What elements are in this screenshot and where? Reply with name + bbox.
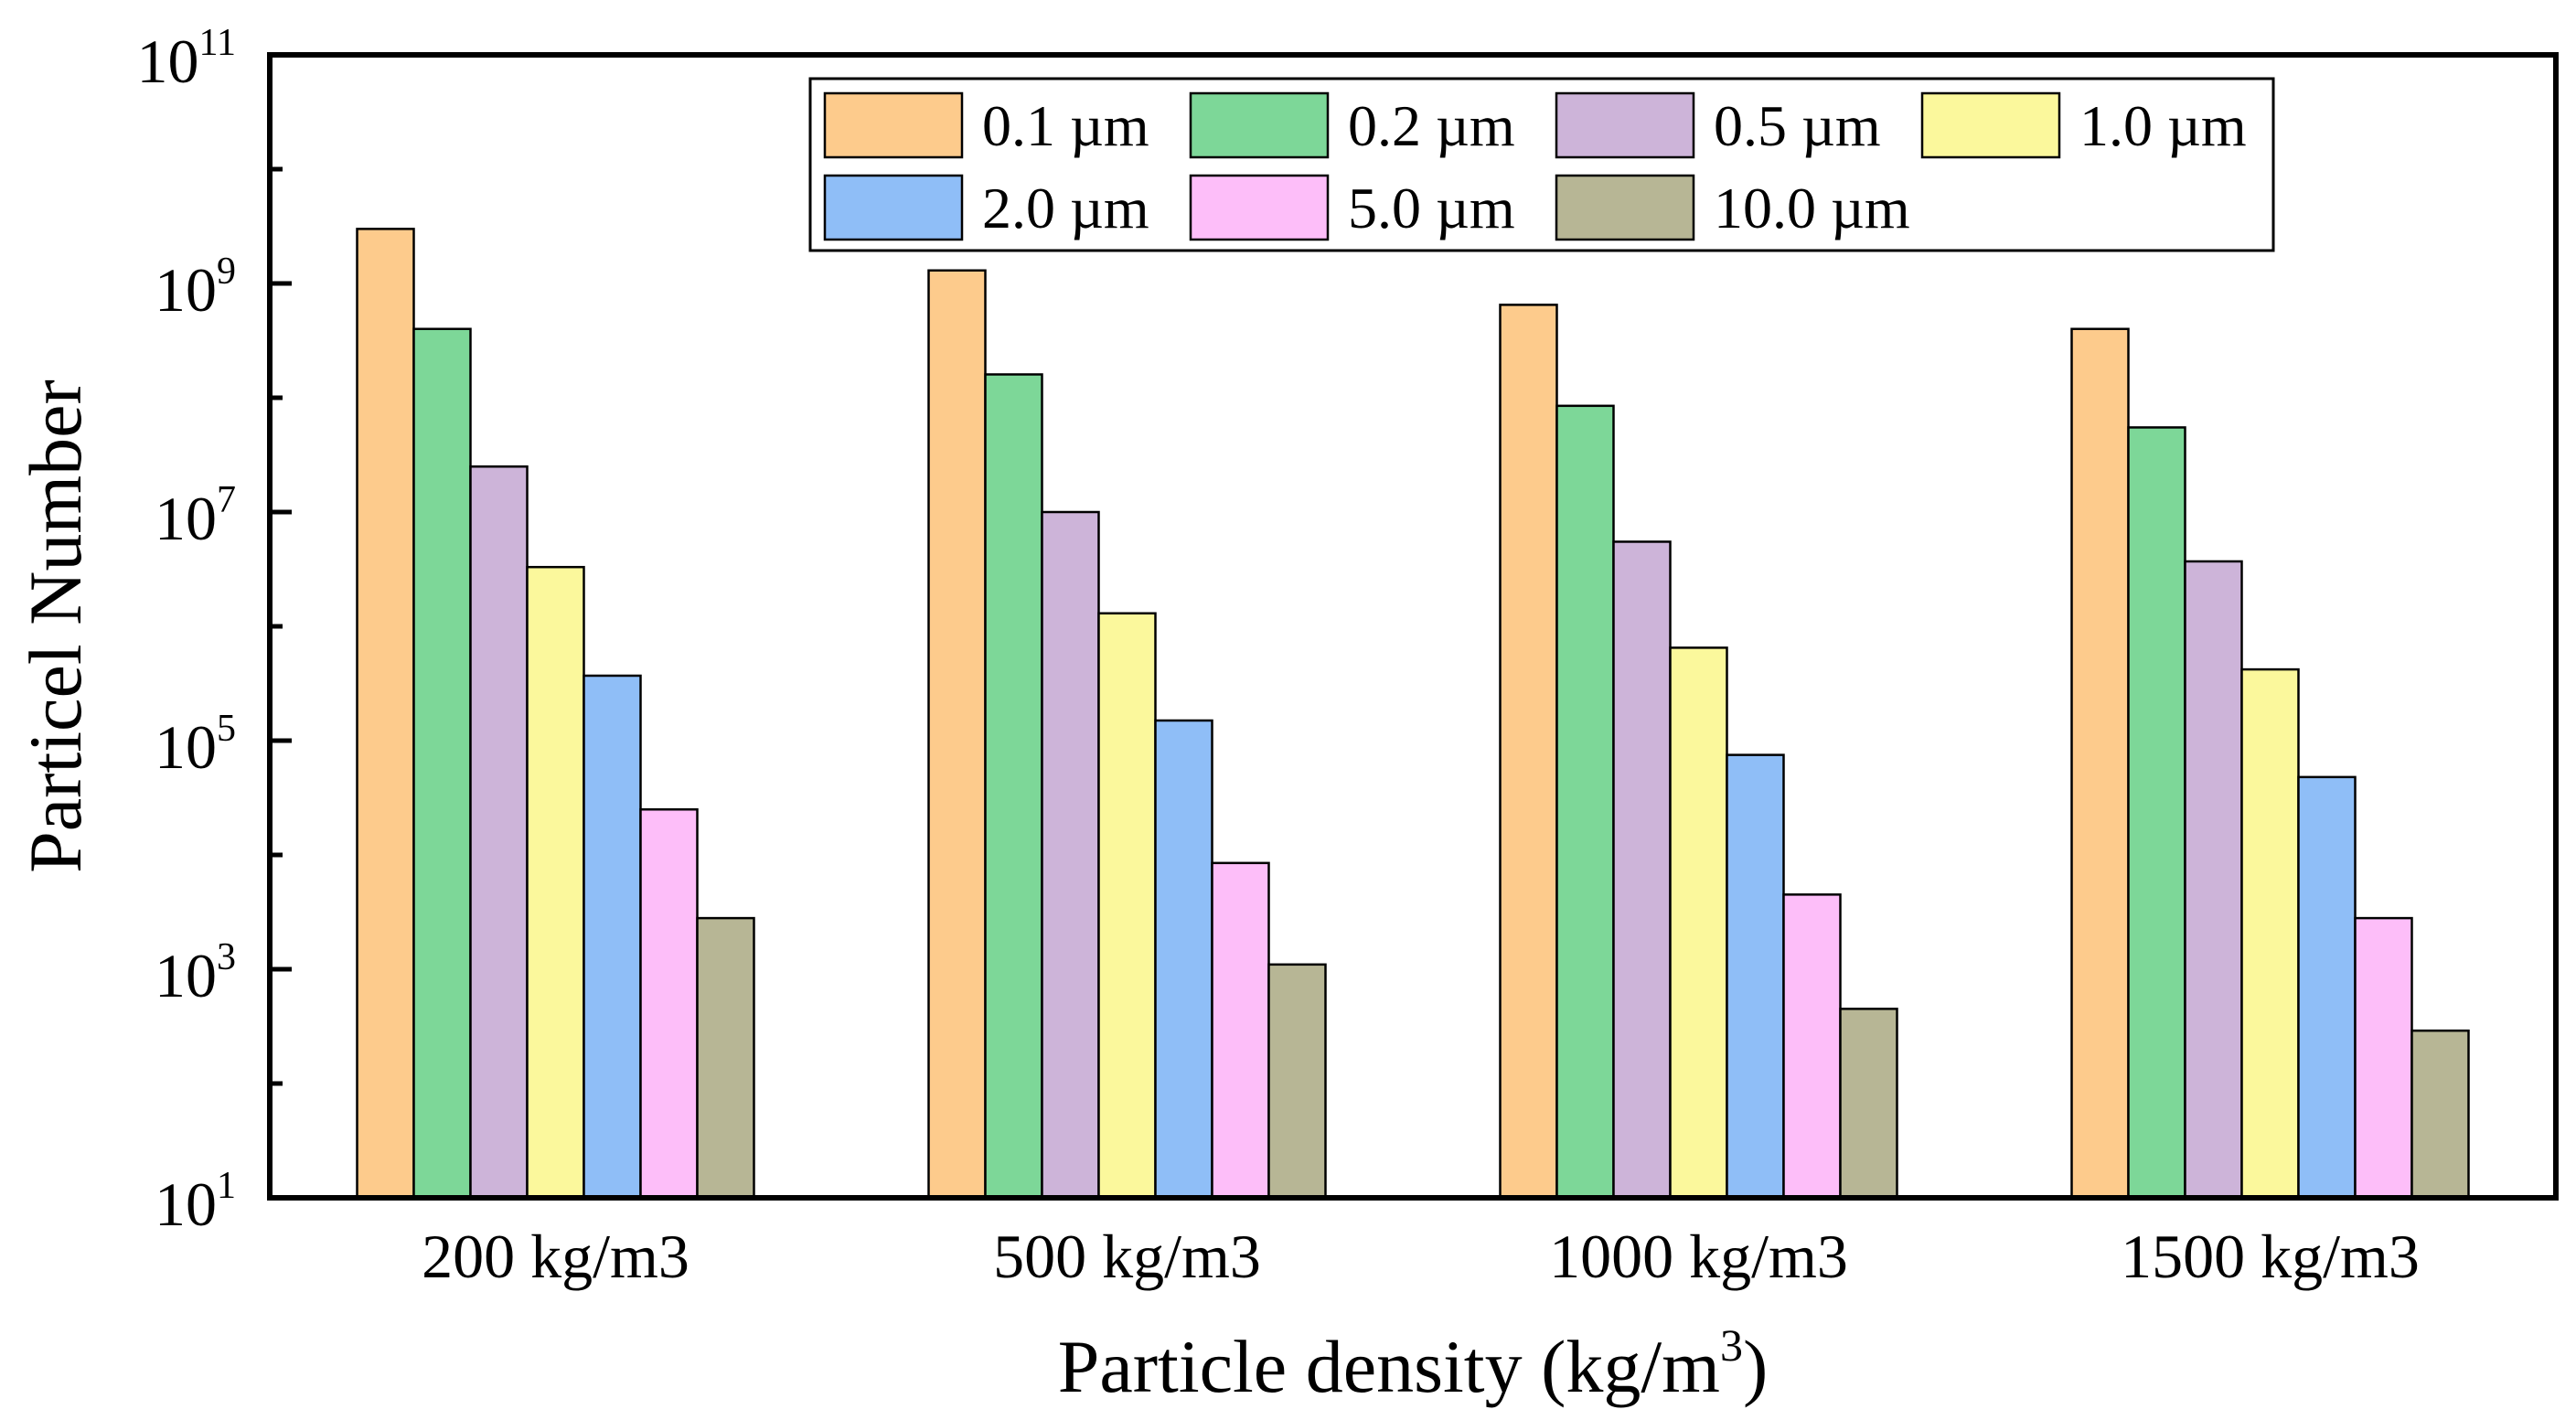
x-axis: 200 kg/m3 500 kg/m3 1000 kg/m3 1500 kg/m3 [422,1222,2420,1291]
bar-10-0-m-1 [696,916,755,1200]
bar-0-5-m-2 [1041,510,1100,1200]
legend-label: 10.0 µm [1714,176,1910,240]
legend-label: 0.2 µm [1348,93,1515,158]
legend-label: 5.0 µm [1348,176,1515,240]
legend-label: 1.0 µm [2079,93,2247,158]
bar-2-0-m-2 [1154,719,1213,1200]
bar-10-0-m-3 [1839,1008,1898,1200]
bar-2-0-m-3 [1726,753,1785,1200]
bar-10-0-m-4 [2410,1029,2470,1200]
bars-layer [356,228,2470,1200]
bar-5-0-m-3 [1782,893,1842,1200]
bar-0-1-m-2 [927,269,987,1200]
bar-0-5-m-4 [2184,560,2243,1200]
bar-5-0-m-4 [2354,916,2413,1200]
bar-1-0-m-3 [1669,646,1728,1200]
bar-2-0-m-1 [583,674,642,1200]
y-tick-label: 1011 [137,22,236,96]
bar-1-0-m-4 [2240,667,2300,1200]
x-axis-title: Particle density (kg/m3) [1058,1319,1769,1408]
legend-label: 0.5 µm [1714,93,1881,158]
legend-swatch [1920,91,2061,159]
bar-1-0-m-1 [526,565,585,1200]
x-tick-label: 200 kg/m3 [422,1222,689,1291]
bar-2-0-m-4 [2297,775,2357,1200]
bar-1-0-m-2 [1097,612,1157,1200]
bar-0-2-m-2 [984,373,1043,1200]
y-axis-title: Particel Number [14,379,97,873]
bar-0-2-m-3 [1555,404,1615,1200]
y-axis: 101 103 105 107 109 1011 [137,22,292,1239]
legend-label: 0.1 µm [982,93,1149,158]
legend-swatch [1555,174,1695,241]
x-tick-label: 1500 kg/m3 [2121,1222,2420,1291]
y-tick-label: 101 [155,1165,236,1239]
bar-5-0-m-2 [1211,861,1270,1200]
y-tick-label: 107 [155,479,236,553]
y-tick-label: 109 [155,251,236,325]
legend: 0.1 µm 0.2 µm 0.5 µm 1.0 µm 2.0 µm 5.0 µm 10.0… [808,77,2275,252]
bar-0-1-m-1 [356,228,415,1200]
legend-swatch [823,91,964,159]
bar-0-1-m-4 [2070,327,2130,1200]
bar-5-0-m-1 [639,808,699,1200]
y-tick-label: 105 [155,708,236,782]
legend-swatch [1555,91,1695,159]
bar-10-0-m-2 [1267,963,1327,1200]
bar-0-2-m-4 [2127,426,2186,1200]
y-tick-label: 103 [155,936,236,1010]
bar-0-5-m-1 [469,465,529,1200]
bar-0-5-m-3 [1612,540,1672,1200]
bar-0-1-m-3 [1499,304,1558,1200]
x-tick-label: 1000 kg/m3 [1549,1222,1848,1291]
legend-swatch [1189,174,1330,241]
legend-swatch [1189,91,1330,159]
x-tick-label: 500 kg/m3 [993,1222,1261,1291]
legend-label: 2.0 µm [982,176,1149,240]
bar-0-2-m-1 [412,327,472,1200]
legend-swatch [823,174,964,241]
